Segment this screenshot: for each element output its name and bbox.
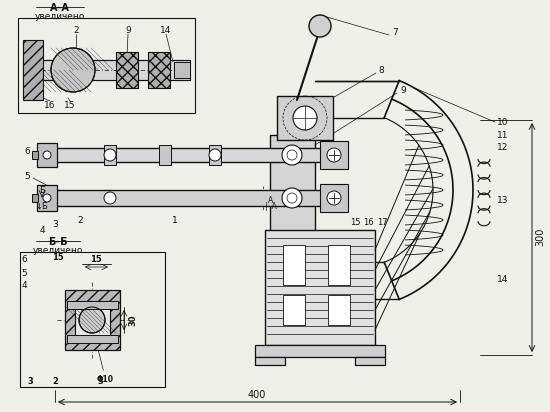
Text: |–А: |–А xyxy=(265,201,277,211)
Bar xyxy=(159,145,171,165)
Bar xyxy=(55,190,335,206)
Text: 15: 15 xyxy=(90,255,102,264)
Bar xyxy=(37,185,57,211)
Circle shape xyxy=(327,191,341,205)
Bar xyxy=(174,62,190,78)
Text: А: А xyxy=(268,196,273,204)
Circle shape xyxy=(293,106,317,130)
Circle shape xyxy=(309,15,331,37)
Text: увеличено: увеличено xyxy=(33,246,83,255)
Text: 15: 15 xyxy=(64,101,76,110)
Bar xyxy=(265,230,375,345)
Bar xyxy=(104,145,116,165)
Text: 15: 15 xyxy=(52,253,64,262)
Circle shape xyxy=(43,194,51,202)
Text: 8: 8 xyxy=(378,66,384,75)
Text: 6: 6 xyxy=(24,147,30,155)
Text: 2: 2 xyxy=(73,26,79,35)
Bar xyxy=(277,96,333,140)
Text: 14: 14 xyxy=(497,276,508,285)
Bar xyxy=(67,335,118,343)
Text: 9: 9 xyxy=(400,86,406,94)
Bar xyxy=(255,345,385,357)
Text: 16: 16 xyxy=(44,101,56,110)
Bar xyxy=(255,357,285,365)
Bar xyxy=(37,143,57,167)
Text: 15: 15 xyxy=(350,218,360,227)
Text: увеличено: увеличено xyxy=(35,12,85,21)
Bar xyxy=(32,194,38,202)
Circle shape xyxy=(282,188,302,208)
Text: 30: 30 xyxy=(129,314,138,326)
Circle shape xyxy=(104,149,116,161)
Text: 12: 12 xyxy=(497,143,508,152)
Bar xyxy=(65,290,120,350)
Text: Б: Б xyxy=(39,185,45,194)
Text: 300: 300 xyxy=(535,228,545,246)
Bar xyxy=(355,357,385,365)
Text: 4: 4 xyxy=(21,281,27,290)
Text: 4: 4 xyxy=(39,225,45,234)
Bar xyxy=(283,245,305,285)
Text: 5: 5 xyxy=(21,269,27,279)
Text: 16: 16 xyxy=(362,218,373,227)
Bar xyxy=(283,295,305,325)
Text: 3: 3 xyxy=(27,377,33,386)
Text: 11: 11 xyxy=(497,131,509,140)
Text: 400: 400 xyxy=(248,390,266,400)
Text: 6: 6 xyxy=(21,255,27,265)
Text: ↓Б: ↓Б xyxy=(35,201,48,211)
Circle shape xyxy=(43,151,51,159)
Text: 14: 14 xyxy=(160,26,172,35)
Circle shape xyxy=(209,149,221,161)
Bar xyxy=(23,60,190,80)
Text: 9: 9 xyxy=(125,26,131,35)
Text: Б–Б: Б–Б xyxy=(48,237,68,247)
Bar xyxy=(328,295,350,325)
Bar xyxy=(320,141,348,169)
Text: 3: 3 xyxy=(97,377,103,386)
Bar xyxy=(75,301,110,339)
Bar xyxy=(328,245,350,285)
Bar xyxy=(18,18,195,113)
Bar xyxy=(116,52,138,88)
Bar xyxy=(67,301,118,309)
Bar xyxy=(148,52,170,88)
Text: 17: 17 xyxy=(377,218,387,227)
Text: 1: 1 xyxy=(172,215,178,225)
Circle shape xyxy=(327,148,341,162)
Text: 2: 2 xyxy=(77,215,83,225)
Text: А–А: А–А xyxy=(50,3,70,13)
Bar xyxy=(320,184,348,212)
Text: Φ10: Φ10 xyxy=(97,375,114,384)
Bar xyxy=(32,151,38,159)
Bar xyxy=(23,40,43,100)
Circle shape xyxy=(104,192,116,204)
Bar xyxy=(270,135,315,235)
Circle shape xyxy=(282,145,302,165)
Text: 2: 2 xyxy=(52,377,58,386)
Bar xyxy=(20,252,165,387)
Text: 13: 13 xyxy=(497,196,509,204)
Text: 5: 5 xyxy=(24,171,30,180)
Circle shape xyxy=(79,307,105,333)
Circle shape xyxy=(51,48,95,92)
Bar xyxy=(209,145,221,165)
Text: 7: 7 xyxy=(392,28,398,37)
Bar xyxy=(55,148,335,162)
Text: 3: 3 xyxy=(52,220,58,229)
Bar xyxy=(23,60,190,80)
Text: 10: 10 xyxy=(497,117,509,126)
